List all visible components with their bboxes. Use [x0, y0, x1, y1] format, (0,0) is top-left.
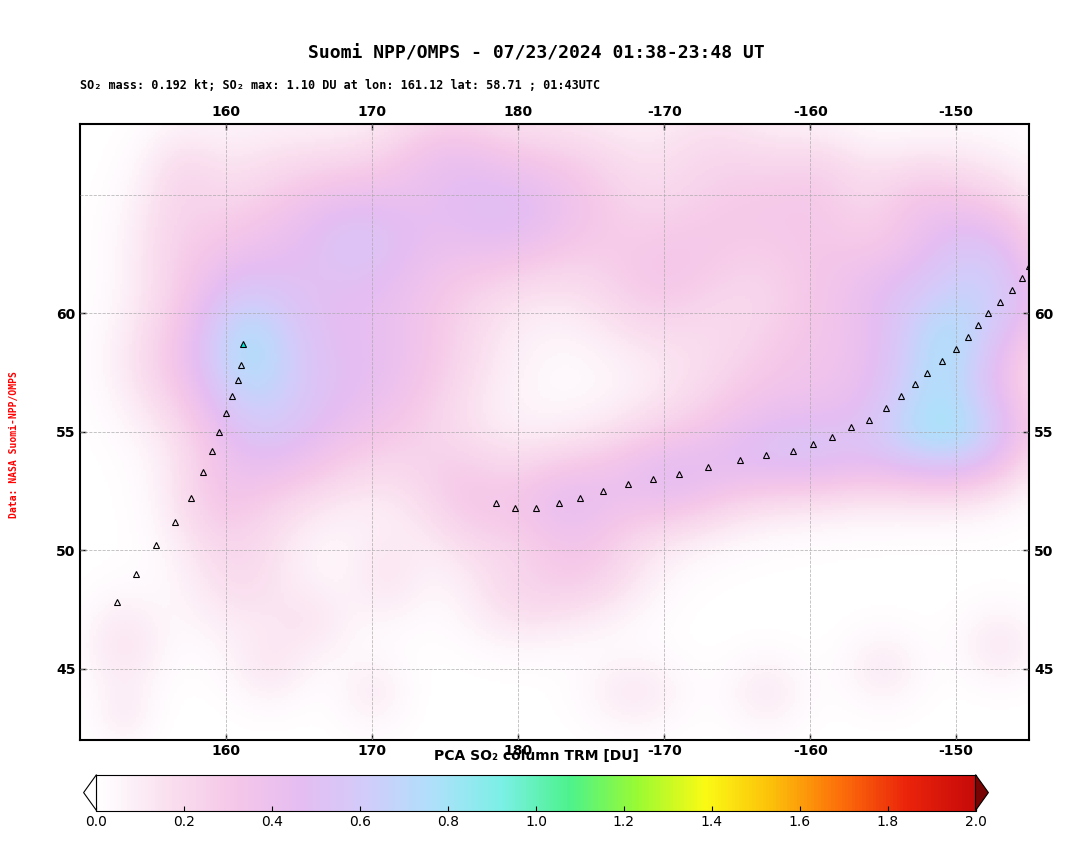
Text: SO₂ mass: 0.192 kt; SO₂ max: 1.10 DU at lon: 161.12 lat: 58.71 ; 01:43UTC: SO₂ mass: 0.192 kt; SO₂ max: 1.10 DU at …	[80, 79, 600, 92]
Text: PCA SO₂ column TRM [DU]: PCA SO₂ column TRM [DU]	[433, 749, 639, 763]
Text: Data: NASA Suomi-NPP/OMPS: Data: NASA Suomi-NPP/OMPS	[9, 371, 19, 518]
Text: Suomi NPP/OMPS - 07/23/2024 01:38-23:48 UT: Suomi NPP/OMPS - 07/23/2024 01:38-23:48 …	[308, 44, 764, 62]
